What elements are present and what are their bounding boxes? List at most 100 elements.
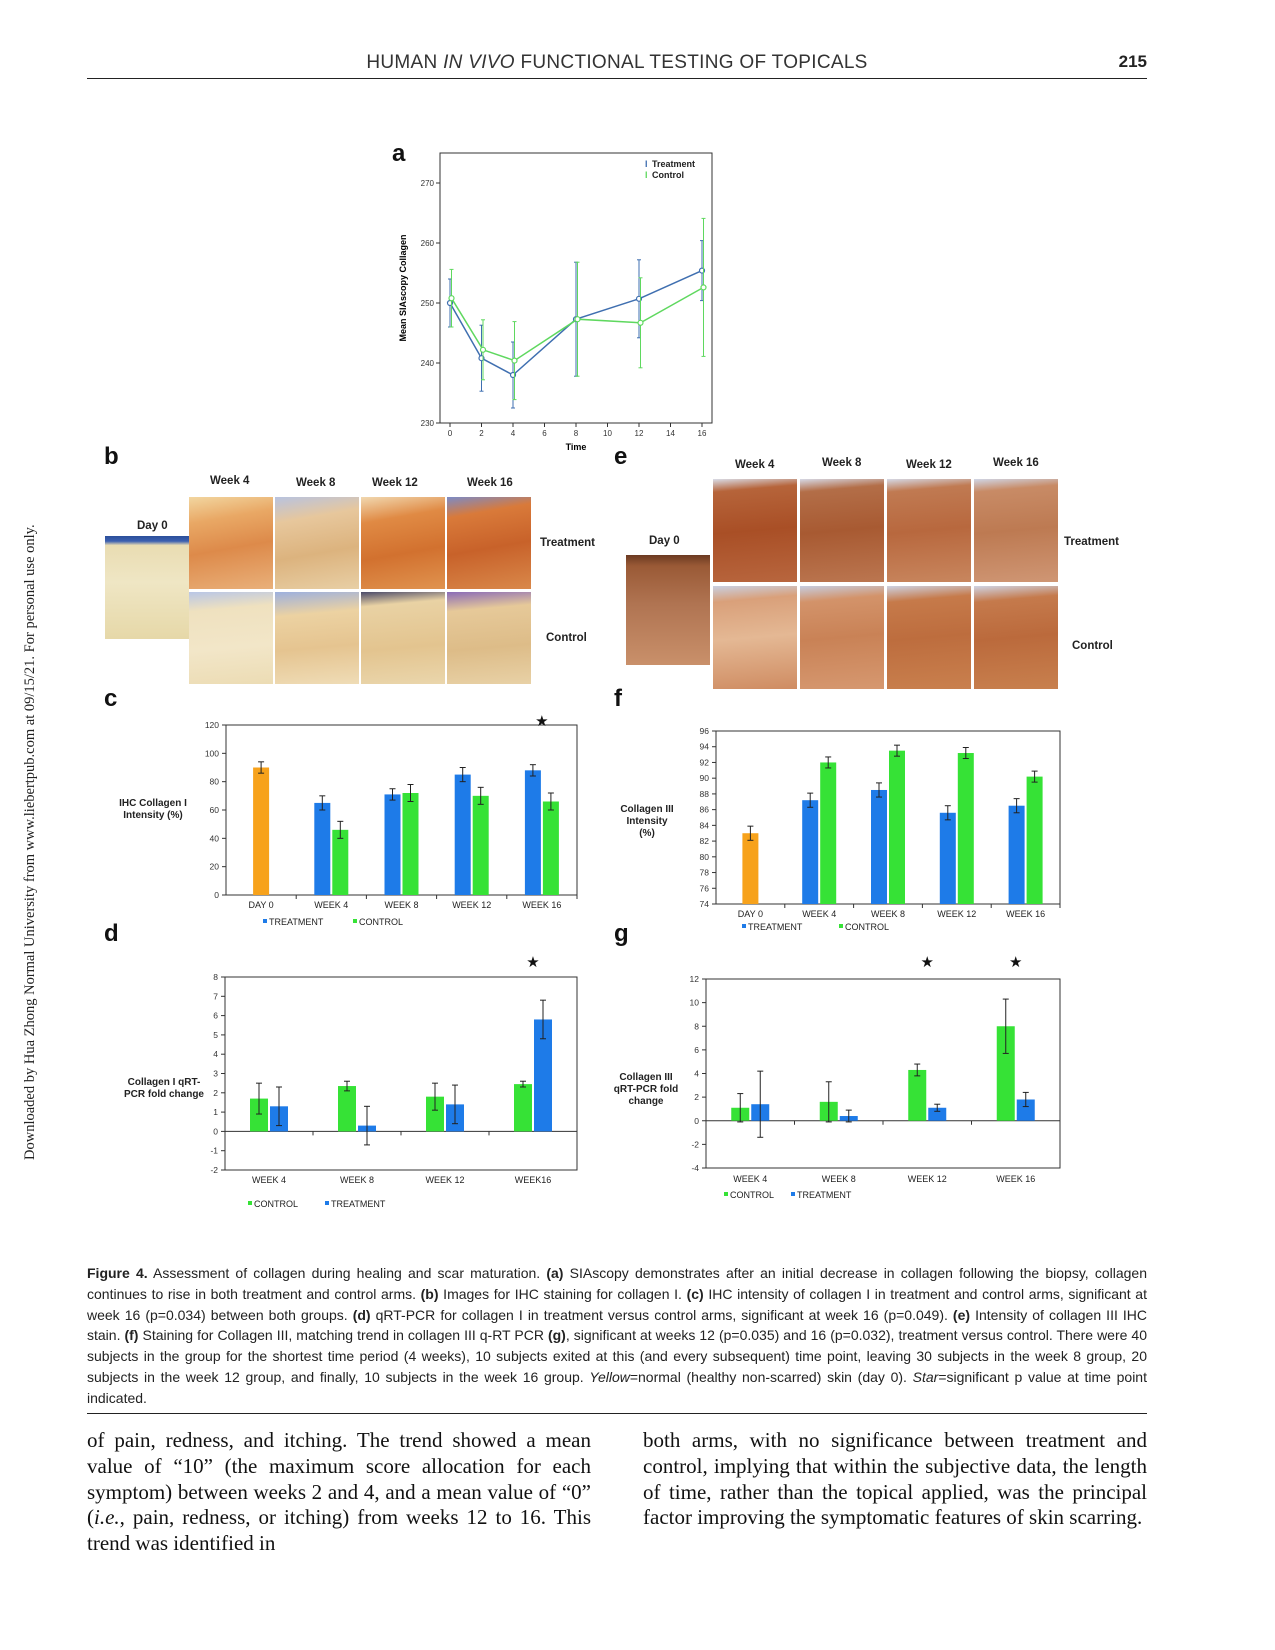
chart-f-bar-treatment: [1008, 805, 1025, 904]
chart-f-ylabel: Collagen III: [620, 804, 674, 815]
panel-b-week-label: Week 16: [467, 477, 513, 489]
chart-f-ytick-label: 78: [700, 868, 710, 878]
chart-d-ytick-label: 4: [213, 1049, 218, 1059]
chart-g-ytick-label: 12: [690, 974, 700, 984]
panel-e-week-label: Week 16: [993, 457, 1039, 469]
chart-g-ytick-label: -2: [691, 1139, 699, 1149]
chart-f-ytick-label: 76: [700, 883, 710, 893]
chart-c-category-label: WEEK 16: [522, 900, 561, 910]
chart-g-significance-star: ★: [1009, 953, 1022, 971]
chart-a-legend-label: Treatment: [652, 159, 695, 169]
panel-e-row-label: Control: [1072, 640, 1113, 652]
chart-d-bar-control: [514, 1084, 532, 1132]
chart-d-bar-control: [250, 1098, 268, 1132]
chart-f-legend-label: CONTROL: [845, 922, 889, 932]
chart-f-legend-swatch: [742, 924, 746, 928]
chart-a-xtick-label: 0: [448, 429, 453, 438]
chart-g-bar-control: [996, 1026, 1015, 1121]
panel-b-week-label: Week 8: [296, 477, 336, 489]
chart-c-bar-control: [542, 801, 559, 895]
panel-letter-f: f: [614, 685, 622, 712]
ihc-collagen1-day0-photo: [105, 536, 189, 639]
panel-letter-e: e: [614, 443, 628, 470]
chart-d-bar-control: [338, 1086, 356, 1132]
chart-d-ylabel: Collagen I qRT-: [128, 1077, 201, 1088]
chart-f-bar-day0: [742, 833, 759, 904]
chart-d-ytick-label: 8: [213, 972, 218, 982]
chart-c-category-label: WEEK 12: [452, 900, 491, 910]
chart-g-bar-control: [908, 1069, 927, 1121]
chart-f-bar-treatment: [802, 800, 819, 904]
chart-g-category-label: WEEK 12: [908, 1174, 947, 1184]
ihc-collagen3-control-week8-photo: [800, 586, 884, 689]
chart-a-ytick-label: 270: [421, 179, 435, 188]
ihc-collagen3-day0-photo: [626, 555, 710, 665]
chart-d-bar-control: [426, 1096, 444, 1132]
chart-f-ytick-label: 96: [700, 726, 710, 736]
chart-f-ytick-label: 80: [700, 852, 710, 862]
chart-f-bar-control: [957, 753, 974, 904]
chart-f-ytick-label: 88: [700, 789, 710, 799]
chart-f-ytick-label: 74: [700, 899, 710, 909]
ihc-collagen1-control-week4-photo: [189, 592, 273, 684]
chart-d-category-label: WEEK 8: [340, 1175, 374, 1185]
chart-f-category-label: DAY 0: [738, 909, 763, 919]
panel-b-row-label: Treatment: [540, 537, 595, 549]
figure-caption: Figure 4. Assessment of collagen during …: [87, 1265, 1147, 1406]
chart-a-xtick-label: 10: [603, 429, 612, 438]
chart-c-legend-label: TREATMENT: [269, 917, 324, 927]
chart-f-category-label: WEEK 8: [871, 909, 905, 919]
ihc-collagen3-control-week4-photo: [713, 586, 797, 689]
chart-c-frame: [225, 724, 578, 896]
chart-f-category-label: WEEK 16: [1006, 909, 1045, 919]
chart-c-legend-swatch: [263, 919, 267, 923]
panel-e-week-label: Week 8: [822, 457, 862, 469]
chart-f-ytick-label: 82: [700, 836, 710, 846]
chart-g-category-label: WEEK 4: [733, 1174, 767, 1184]
chart-c-ytick-label: 40: [210, 833, 220, 843]
panel-e-row-label: Treatment: [1064, 536, 1119, 548]
ihc-collagen3-treatment-week16-photo: [974, 479, 1058, 582]
running-title-italic: IN VIVO: [443, 52, 515, 73]
chart-a-ytick-label: 250: [421, 299, 435, 308]
chart-a-ylabel: Mean SIAscopy Collagen: [398, 234, 408, 341]
running-title: HUMAN IN VIVO FUNCTIONAL TESTING OF TOPI…: [366, 52, 868, 73]
chart-a-legend-label: Control: [652, 170, 684, 180]
panel-b-week-label: Week 4: [210, 475, 250, 487]
chart-d-legend-label: TREATMENT: [331, 1199, 386, 1209]
ihc-collagen1-control-week12-photo: [361, 592, 445, 684]
chart-a-point: [479, 346, 487, 353]
chart-a-legend-marker: I: [645, 170, 648, 180]
chart-g-ylabel: change: [628, 1096, 663, 1107]
chart-a-point: [448, 295, 455, 302]
chart-g-ytick-label: 10: [690, 998, 700, 1008]
ihc-collagen3-treatment-week12-photo: [887, 479, 971, 582]
panel-letter-g: g: [614, 920, 629, 947]
chart-d-ytick-label: 1: [213, 1107, 218, 1117]
ihc-collagen3-control-week12-photo: [887, 586, 971, 689]
panel-letter-d: d: [104, 920, 119, 947]
chart-a-point: [700, 284, 707, 291]
panel-e-week-label: Week 4: [735, 459, 775, 471]
chart-a-xtick-label: 8: [574, 429, 579, 438]
panel-b-day0-label: Day 0: [137, 520, 168, 532]
panel-letter-c: c: [104, 685, 118, 712]
chart-a-point: [511, 357, 518, 364]
body-column-left: of pain, redness, and itching. The trend…: [87, 1428, 591, 1556]
panel-e-week-label: Week 12: [906, 459, 952, 471]
chart-g-ytick-label: 4: [694, 1069, 699, 1079]
chart-g-significance-star: ★: [921, 953, 934, 971]
chart-c-bar-control: [402, 793, 419, 895]
chart-c-bar-day0: [253, 767, 270, 895]
chart-f-legend-label: TREATMENT: [748, 922, 803, 932]
chart-c-bar-treatment: [454, 774, 471, 895]
chart-d-legend-swatch: [325, 1201, 329, 1205]
chart-c-bar-treatment: [384, 794, 401, 895]
chart-c-ytick-label: 60: [210, 805, 220, 815]
chart-a-xlabel: Time: [566, 442, 587, 452]
chart-g-legend-label: TREATMENT: [797, 1190, 852, 1200]
chart-c-ytick-label: 0: [214, 890, 219, 900]
panel-b-week-label: Week 12: [372, 477, 418, 489]
ihc-collagen1-control-week16-photo: [447, 592, 531, 684]
